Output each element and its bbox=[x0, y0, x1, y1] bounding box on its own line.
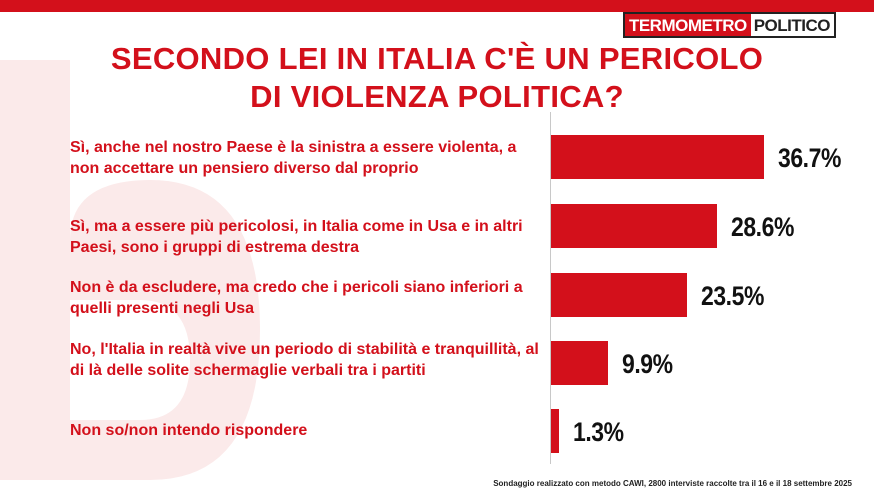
chart-title-line-2: DI VIOLENZA POLITICA? bbox=[250, 79, 624, 114]
chart-title-line-1: SECONDO LEI IN ITALIA C'È UN PERICOLO bbox=[110, 41, 764, 76]
termometro-politico-logo: TERMOMETRO POLITICO bbox=[622, 12, 836, 38]
category-label-1: Sì, anche nel nostro Paese è la sinistra… bbox=[70, 139, 517, 177]
chart-title: SECONDO LEI IN ITALIA C'È UN PERICOLO DI… bbox=[0, 40, 874, 116]
value-label-2: 28.6% bbox=[730, 212, 794, 242]
logo-part-politico: POLITICO bbox=[750, 14, 834, 36]
bar-4 bbox=[551, 341, 609, 385]
category-label-3: Non è da escludere, ma credo che i peric… bbox=[70, 279, 523, 317]
bar-5 bbox=[551, 409, 559, 453]
value-label-5: 1.3% bbox=[572, 417, 624, 447]
survey-footnote: Sondaggio realizzato con metodo CAWI, 28… bbox=[493, 479, 852, 488]
top-red-bar bbox=[0, 0, 874, 12]
bar-1 bbox=[551, 135, 764, 179]
category-label-4: No, l'Italia in realtà vive un periodo d… bbox=[70, 341, 539, 379]
category-label-2: Sì, ma a essere più pericolosi, in Itali… bbox=[70, 218, 523, 256]
value-label-3: 23.5% bbox=[701, 281, 765, 311]
logo-part-termometro: TERMOMETRO bbox=[624, 14, 751, 36]
category-label-5: Non so/non intendo rispondere bbox=[70, 422, 308, 439]
category-axis-line bbox=[550, 112, 551, 464]
bar-3 bbox=[551, 273, 688, 317]
bar-2 bbox=[551, 204, 717, 248]
value-label-1: 36.7% bbox=[777, 143, 841, 173]
value-label-4: 9.9% bbox=[622, 349, 674, 379]
watermark-logo bbox=[0, 60, 260, 480]
